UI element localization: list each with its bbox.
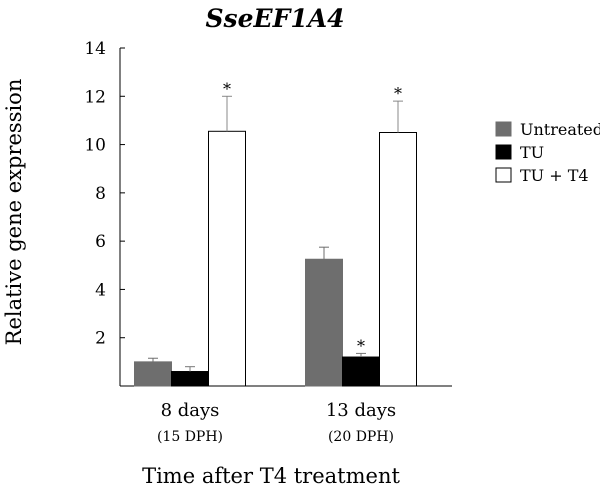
x-axis: 8 days (15 DPH) 13 days (20 DPH) — [120, 385, 452, 445]
legend-label: Untreated — [520, 120, 600, 139]
y-tick-label: 14 — [84, 39, 106, 59]
y-tick-label: 6 — [95, 232, 106, 252]
bar — [171, 371, 209, 387]
y-tick-label: 10 — [84, 136, 106, 156]
bars: *** — [134, 79, 417, 387]
y-axis: 2 4 6 8 10 12 14 — [84, 39, 125, 386]
x-category-label: 8 days — [161, 400, 220, 421]
bar — [379, 132, 417, 387]
significance-marker: * — [223, 79, 231, 98]
legend: Untreated TU TU + T4 — [495, 120, 600, 185]
y-tick-label: 4 — [95, 280, 106, 300]
legend-label: TU — [520, 143, 544, 162]
chart-title: SseEF1A4 — [205, 4, 344, 33]
bar-group: ** — [305, 84, 417, 387]
significance-marker: * — [357, 336, 365, 355]
y-axis-label: Relative gene expression — [2, 79, 26, 346]
bar — [208, 130, 246, 387]
legend-label: TU + T4 — [520, 166, 589, 185]
x-category-label: 13 days — [326, 400, 396, 421]
x-axis-label: Time after T4 treatment — [142, 464, 400, 488]
legend-item: Untreated — [495, 120, 600, 139]
significance-marker: * — [394, 84, 402, 103]
x-category-sublabel: (20 DPH) — [328, 429, 394, 445]
y-tick-label: 8 — [95, 184, 106, 204]
bar — [134, 361, 172, 387]
y-tick-label: 12 — [84, 87, 106, 107]
legend-swatch — [495, 121, 512, 137]
bar — [305, 258, 343, 387]
legend-swatch — [495, 167, 512, 183]
bar-group: * — [134, 79, 246, 387]
legend-swatch — [495, 144, 512, 160]
y-tick-label: 2 — [95, 329, 106, 349]
legend-item: TU — [495, 143, 544, 162]
bar — [342, 356, 380, 387]
x-category-sublabel: (15 DPH) — [157, 429, 223, 445]
legend-item: TU + T4 — [495, 166, 589, 185]
